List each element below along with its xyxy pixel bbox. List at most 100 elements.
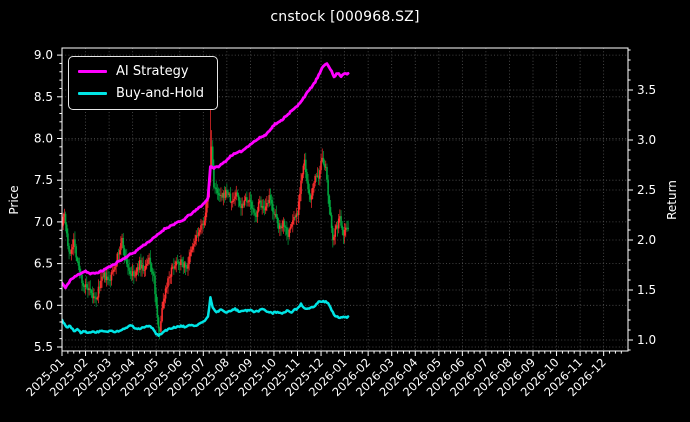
candle-up bbox=[194, 241, 196, 245]
candle-down bbox=[150, 263, 153, 272]
candle-up bbox=[71, 247, 74, 250]
return-tick-label: 1.0 bbox=[637, 333, 656, 347]
ticks bbox=[57, 49, 633, 356]
candle-down bbox=[336, 225, 339, 229]
candle-down bbox=[332, 228, 334, 241]
candle-up bbox=[264, 206, 267, 211]
candle-down bbox=[242, 203, 245, 206]
candle-down bbox=[213, 165, 215, 188]
candle-up bbox=[313, 182, 315, 189]
candle-down bbox=[82, 282, 84, 286]
candle-down bbox=[267, 202, 269, 204]
candle-down bbox=[236, 192, 239, 196]
candle-down bbox=[95, 297, 97, 300]
candle-down bbox=[260, 200, 262, 208]
candle-down bbox=[221, 194, 223, 198]
candle-down bbox=[226, 189, 228, 192]
candle-down bbox=[240, 205, 242, 209]
candle-up bbox=[266, 202, 268, 207]
candle-down bbox=[322, 157, 325, 164]
candle-up bbox=[188, 256, 190, 265]
candle-up bbox=[274, 213, 276, 215]
candle-down bbox=[78, 265, 81, 273]
candle-up bbox=[206, 201, 208, 213]
candle-up bbox=[183, 262, 186, 268]
candle-up bbox=[314, 175, 316, 183]
candle-up bbox=[88, 288, 90, 291]
candle-down bbox=[142, 264, 145, 271]
candle-up bbox=[163, 298, 166, 302]
candle-down bbox=[255, 215, 258, 217]
candle-up bbox=[84, 284, 87, 288]
candle-up bbox=[135, 271, 137, 276]
candle-up bbox=[319, 170, 321, 179]
candle-down bbox=[123, 248, 126, 257]
candle-up bbox=[197, 232, 200, 236]
candle-down bbox=[211, 146, 214, 166]
candle-down bbox=[246, 197, 248, 203]
candle-up bbox=[187, 264, 189, 269]
candle-up bbox=[281, 226, 283, 229]
candle-down bbox=[340, 216, 342, 226]
price-tick-label: 7.5 bbox=[34, 173, 53, 187]
candle-up bbox=[334, 228, 336, 237]
candle-up bbox=[289, 226, 292, 230]
candle-down bbox=[176, 261, 179, 263]
candle-down bbox=[177, 261, 180, 263]
price-tick-label: 8.0 bbox=[34, 132, 53, 146]
candle-down bbox=[304, 159, 307, 173]
candle-down bbox=[323, 163, 326, 168]
candle-down bbox=[140, 260, 142, 269]
candle-down bbox=[91, 292, 94, 299]
chart-title: cnstock [000968.SZ] bbox=[270, 9, 420, 25]
candle-down bbox=[65, 224, 68, 234]
return-tick-label: 2.0 bbox=[637, 233, 656, 247]
candle-up bbox=[63, 213, 66, 217]
candle-down bbox=[107, 276, 109, 280]
candle-down bbox=[151, 271, 154, 274]
candle-up bbox=[134, 275, 136, 277]
candle-up bbox=[96, 297, 99, 300]
candle-up bbox=[110, 272, 113, 281]
candle-down bbox=[294, 216, 296, 218]
candle-down bbox=[128, 267, 130, 271]
candle-down bbox=[276, 216, 279, 224]
candle-down bbox=[239, 200, 241, 206]
candle-down bbox=[262, 205, 265, 209]
ai-strategy-line bbox=[62, 62, 350, 290]
candle-up bbox=[201, 223, 203, 226]
price-tick-label: 7.0 bbox=[34, 215, 53, 229]
candle-up bbox=[100, 280, 102, 289]
candle-up bbox=[147, 259, 149, 264]
candle-down bbox=[133, 271, 135, 276]
ai-strategy-line-swatch bbox=[78, 69, 107, 74]
candle-up bbox=[279, 225, 281, 229]
candle-down bbox=[263, 208, 266, 211]
candle-up bbox=[105, 276, 108, 281]
candle-down bbox=[75, 246, 77, 258]
candle-up bbox=[121, 238, 123, 244]
candle-down bbox=[158, 328, 161, 332]
candle-down bbox=[280, 225, 282, 229]
candle-up bbox=[175, 261, 178, 266]
candle-up bbox=[118, 250, 121, 255]
candle-down bbox=[67, 233, 69, 246]
candle-down bbox=[249, 199, 252, 202]
candle-down bbox=[89, 288, 92, 291]
candle-down bbox=[102, 276, 105, 278]
candle-up bbox=[248, 199, 251, 202]
candle-up bbox=[268, 195, 271, 204]
candle-down bbox=[109, 280, 112, 281]
candle-down bbox=[250, 201, 253, 209]
candle-up bbox=[333, 236, 335, 241]
candle-up bbox=[148, 257, 150, 260]
candle-down bbox=[108, 279, 110, 281]
candle-up bbox=[297, 201, 300, 216]
candle-up bbox=[174, 265, 176, 269]
candle-up bbox=[70, 249, 73, 254]
legend: AI Strategy Buy-and-Hold bbox=[68, 56, 219, 110]
candle-up bbox=[101, 276, 103, 281]
candle-down bbox=[117, 253, 120, 255]
candle-up bbox=[339, 216, 341, 219]
candle-down bbox=[156, 305, 159, 318]
